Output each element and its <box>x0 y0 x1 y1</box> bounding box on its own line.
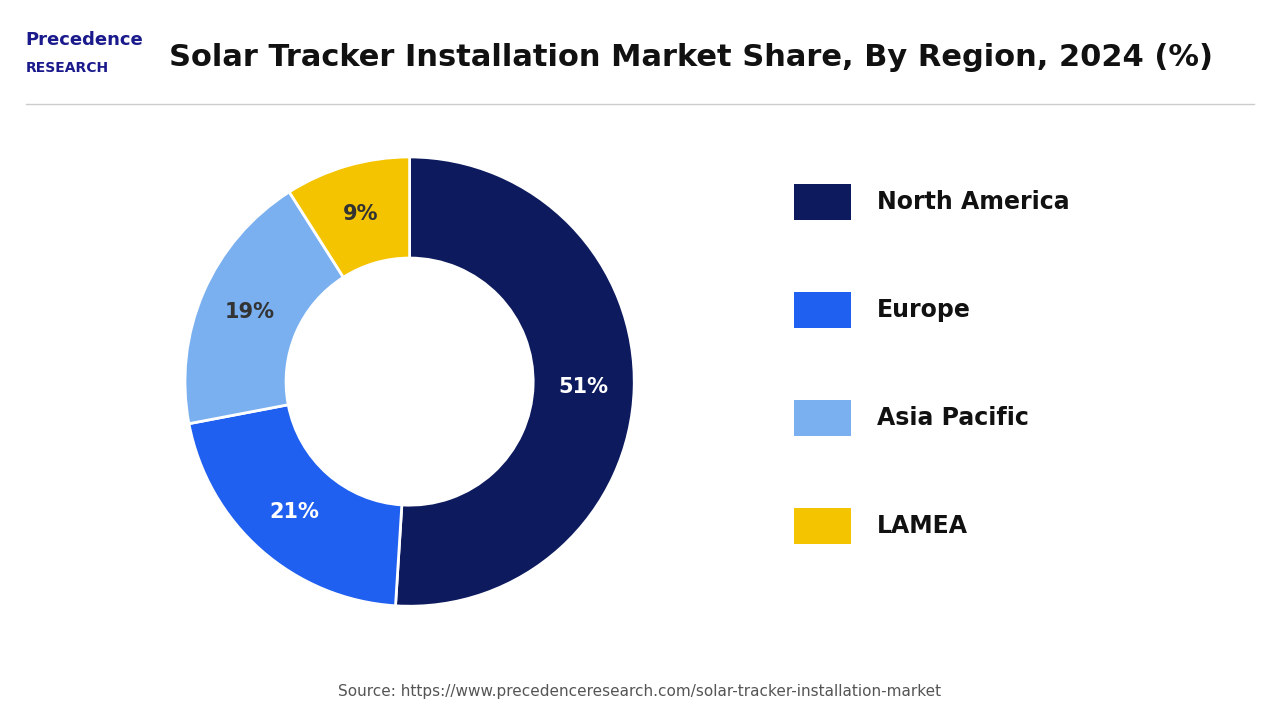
Wedge shape <box>189 405 402 606</box>
Text: Asia Pacific: Asia Pacific <box>877 405 1029 430</box>
FancyBboxPatch shape <box>794 292 851 328</box>
Wedge shape <box>289 157 410 277</box>
Text: 9%: 9% <box>343 204 379 225</box>
Wedge shape <box>396 157 634 606</box>
FancyBboxPatch shape <box>794 184 851 220</box>
Text: LAMEA: LAMEA <box>877 513 968 538</box>
Text: 51%: 51% <box>558 377 608 397</box>
Text: 21%: 21% <box>270 502 320 522</box>
Text: North America: North America <box>877 189 1069 214</box>
Text: 19%: 19% <box>225 302 275 323</box>
Text: Source: https://www.precedenceresearch.com/solar-tracker-installation-market: Source: https://www.precedenceresearch.c… <box>338 684 942 698</box>
Text: Precedence: Precedence <box>26 30 143 49</box>
FancyBboxPatch shape <box>794 400 851 436</box>
Wedge shape <box>186 192 343 423</box>
Text: RESEARCH: RESEARCH <box>26 61 109 76</box>
Text: Solar Tracker Installation Market Share, By Region, 2024 (%): Solar Tracker Installation Market Share,… <box>169 43 1213 72</box>
Text: Europe: Europe <box>877 297 970 322</box>
FancyBboxPatch shape <box>794 508 851 544</box>
